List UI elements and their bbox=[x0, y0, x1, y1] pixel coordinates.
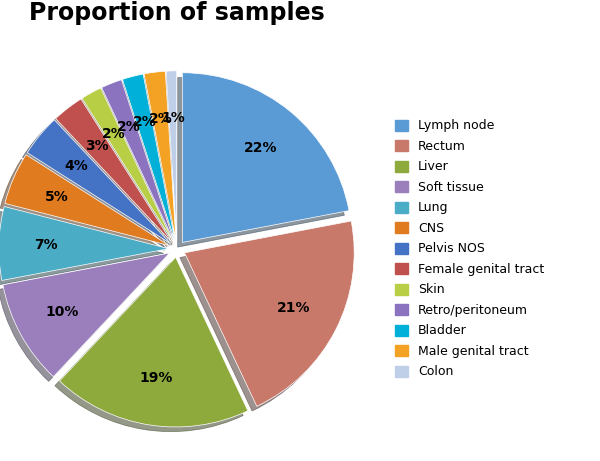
Text: 21%: 21% bbox=[277, 301, 310, 315]
Text: 2%: 2% bbox=[133, 115, 157, 130]
Wedge shape bbox=[5, 155, 169, 246]
Wedge shape bbox=[185, 221, 354, 406]
Text: 22%: 22% bbox=[244, 141, 277, 155]
Text: 2%: 2% bbox=[149, 112, 173, 126]
Wedge shape bbox=[182, 73, 349, 242]
Text: 3%: 3% bbox=[85, 139, 109, 153]
Legend: Lymph node, Rectum, Liver, Soft tissue, Lung, CNS, Pelvis NOS, Female genital tr: Lymph node, Rectum, Liver, Soft tissue, … bbox=[395, 119, 544, 378]
Wedge shape bbox=[82, 88, 173, 242]
Text: 5%: 5% bbox=[45, 190, 69, 204]
Wedge shape bbox=[144, 71, 176, 241]
Wedge shape bbox=[101, 80, 174, 241]
Wedge shape bbox=[166, 71, 177, 241]
Text: 19%: 19% bbox=[140, 371, 173, 385]
Text: 2%: 2% bbox=[102, 128, 126, 142]
Wedge shape bbox=[3, 253, 170, 377]
Text: 2%: 2% bbox=[117, 120, 141, 135]
Wedge shape bbox=[0, 207, 169, 280]
Title: Proportion of samples: Proportion of samples bbox=[29, 1, 325, 25]
Wedge shape bbox=[59, 257, 248, 427]
Text: 10%: 10% bbox=[46, 305, 79, 319]
Text: 4%: 4% bbox=[64, 159, 88, 173]
Wedge shape bbox=[56, 99, 172, 242]
Text: 1%: 1% bbox=[161, 112, 185, 125]
Wedge shape bbox=[122, 74, 175, 241]
Wedge shape bbox=[27, 120, 170, 243]
Text: 7%: 7% bbox=[35, 238, 58, 252]
